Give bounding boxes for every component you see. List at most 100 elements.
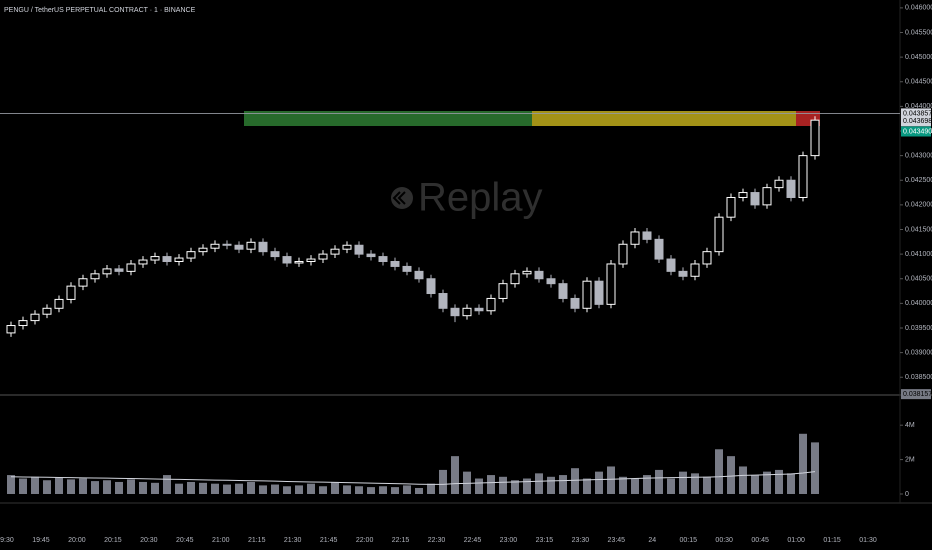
x-tick-label: 21:00 <box>212 537 230 544</box>
x-tick-label: 24 <box>648 537 656 544</box>
y-tick-label: 0.039500 <box>905 325 932 332</box>
x-tick-label: 21:15 <box>248 537 266 544</box>
volume-bar <box>163 475 171 494</box>
candle-body <box>618 243 628 265</box>
candle-body <box>174 257 184 263</box>
candle-body <box>78 278 88 287</box>
volume-tick-label: 2M <box>905 456 915 463</box>
volume-bar <box>235 483 243 494</box>
candle-body <box>462 307 472 317</box>
price-label-box <box>901 108 931 119</box>
volume-bar <box>367 487 375 494</box>
candle-body <box>186 251 196 259</box>
volume-bar <box>91 481 99 494</box>
x-tick-label: 19:30 <box>0 537 14 544</box>
position-tool <box>244 111 820 126</box>
volume-bar <box>811 442 819 494</box>
volume-bar <box>271 484 279 494</box>
candle-body <box>546 278 556 285</box>
volume-bar <box>679 471 687 494</box>
x-tick-label: 00:15 <box>679 537 697 544</box>
x-tick-label: 00:30 <box>715 537 733 544</box>
volume-bar <box>667 478 675 494</box>
candle-body <box>306 258 316 263</box>
x-tick-label: 21:45 <box>320 537 338 544</box>
x-tick-label: 23:45 <box>608 537 626 544</box>
volume-bar <box>523 478 531 494</box>
volume-bar <box>355 486 363 494</box>
price-label-box <box>901 126 931 137</box>
x-tick-label: 22:45 <box>464 537 482 544</box>
candle-body <box>582 280 592 309</box>
replay-icon <box>391 187 413 209</box>
candle-body <box>54 298 64 309</box>
y-tick-label: 0.040500 <box>905 276 932 283</box>
volume-bar <box>19 478 27 494</box>
candle-body <box>90 273 100 280</box>
x-tick-label: 20:15 <box>104 537 122 544</box>
candle-body <box>30 313 40 322</box>
volume-bar <box>451 456 459 494</box>
volume-bar <box>151 482 159 494</box>
x-tick-label: 22:30 <box>428 537 446 544</box>
candle-body <box>738 192 748 198</box>
volume-bar <box>103 480 111 494</box>
candle-body <box>402 265 412 272</box>
volume-bar <box>727 456 735 494</box>
x-tick-label: 23:00 <box>500 537 518 544</box>
volume-bar <box>43 480 51 494</box>
volume-bar <box>427 483 435 494</box>
y-tick-label: 0.039000 <box>905 349 932 356</box>
y-tick-label: 0.040000 <box>905 300 932 307</box>
volume-bar <box>643 475 651 494</box>
y-tick-label: 0.042500 <box>905 177 932 184</box>
candle-body <box>318 253 328 260</box>
candle-body <box>678 270 688 277</box>
volume-bar <box>223 484 231 494</box>
volume-bar <box>571 468 579 494</box>
volume-bar <box>307 483 315 494</box>
candle-body <box>774 179 784 189</box>
candle-body <box>702 251 712 265</box>
candle-body <box>426 278 436 295</box>
y-tick-label: 0.044000 <box>905 103 932 110</box>
candle-body <box>342 244 352 250</box>
price-label: 0.043857 <box>903 110 932 117</box>
volume-bar <box>715 449 723 494</box>
y-tick-label: 0.041500 <box>905 226 932 233</box>
x-tick-label: 20:30 <box>140 537 158 544</box>
x-tick-label: 23:15 <box>536 537 554 544</box>
x-tick-label: 22:15 <box>392 537 410 544</box>
volume-bar <box>487 475 495 494</box>
candle-body <box>414 270 424 280</box>
volume-bar <box>31 476 39 494</box>
candle-body <box>654 238 664 260</box>
volume-bar <box>295 485 303 494</box>
price-label: 0.043490 <box>903 128 932 135</box>
watermark-text: Replay <box>418 176 543 220</box>
volume-bar <box>619 476 627 494</box>
candle-body <box>474 307 484 312</box>
volume-bar <box>559 475 567 494</box>
position-zone-mid <box>532 111 796 126</box>
volume-bar <box>7 475 15 494</box>
candle-body <box>102 268 112 275</box>
candle-body <box>366 253 376 258</box>
volume-bar <box>595 471 603 494</box>
volume-bar <box>787 473 795 494</box>
price-label-box <box>901 389 931 400</box>
candle-body <box>498 283 508 299</box>
candle-body <box>294 261 304 264</box>
volume-bar <box>691 473 699 494</box>
candle-body <box>558 283 568 299</box>
candle-body <box>222 243 232 246</box>
volume-bar <box>535 473 543 494</box>
volume-bar <box>403 485 411 494</box>
volume-bar <box>463 471 471 494</box>
candle-body <box>630 231 640 245</box>
x-tick-label: 00:45 <box>751 537 769 544</box>
volume-bar <box>775 469 783 494</box>
volume-bar <box>583 478 591 494</box>
price-label: 0.038157 <box>903 391 932 398</box>
x-tick-label: 20:45 <box>176 537 194 544</box>
